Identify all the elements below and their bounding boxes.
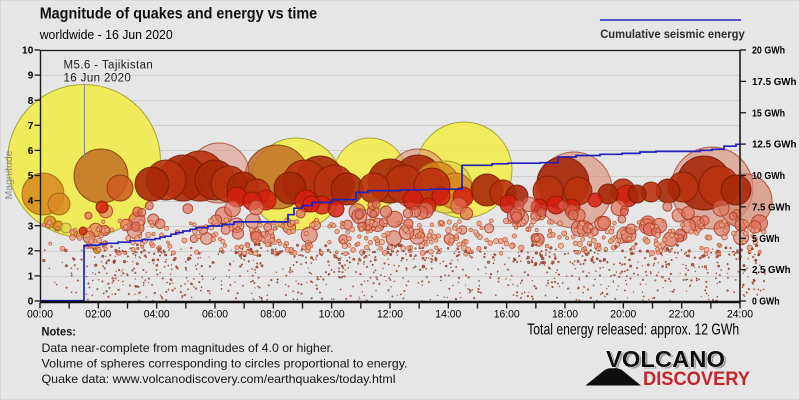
svg-text:24:00: 24:00 [727,309,753,321]
svg-text:08:00: 08:00 [260,309,286,321]
svg-text:Cumulative seismic energy: Cumulative seismic energy [600,27,745,41]
svg-text:6: 6 [28,146,34,157]
svg-text:5 GWh: 5 GWh [752,233,780,245]
svg-text:0: 0 [28,297,34,308]
svg-text:4: 4 [28,196,34,207]
svg-text:2.5 GWh: 2.5 GWh [752,264,791,276]
svg-text:Data near-complete from magnit: Data near-complete from magnitudes of 4.… [42,342,334,355]
svg-text:17.5 GWh: 17.5 GWh [752,76,797,88]
svg-text:1: 1 [28,272,34,283]
svg-text:worldwide - 16 Jun 2020: worldwide - 16 Jun 2020 [39,27,173,42]
svg-text:2: 2 [28,246,34,257]
svg-text:Magnitude of quakes and energy: Magnitude of quakes and energy vs time [40,5,318,22]
svg-text:5: 5 [28,171,34,182]
svg-text:22:00: 22:00 [669,309,695,321]
svg-text:04:00: 04:00 [144,309,170,321]
svg-text:18:00: 18:00 [552,309,578,321]
svg-text:12.5 GWh: 12.5 GWh [752,139,797,151]
svg-text:20 GWh: 20 GWh [752,45,785,57]
svg-text:12:00: 12:00 [377,309,403,321]
svg-text:00:00: 00:00 [27,309,53,321]
svg-text:3: 3 [28,221,34,232]
svg-text:DISCOVERY: DISCOVERY [643,368,750,390]
svg-text:9: 9 [28,71,34,82]
svg-text:10 GWh: 10 GWh [752,170,785,182]
svg-text:Total energy released: approx.: Total energy released: approx. 12 GWh [527,322,739,339]
svg-text:Magnitude: Magnitude [3,150,15,199]
svg-text:VOLCANO: VOLCANO [608,348,727,374]
svg-text:02:00: 02:00 [85,309,111,321]
svg-text:10:00: 10:00 [319,309,345,321]
svg-text:M5.6 - Tajikistan: M5.6 - Tajikistan [64,59,154,71]
svg-text:VOLCANO: VOLCANO [606,346,725,372]
svg-text:Notes:: Notes: [42,326,77,339]
svg-text:7: 7 [28,121,34,132]
svg-text:8: 8 [28,96,34,107]
svg-text:16:00: 16:00 [494,309,520,321]
svg-text:20:00: 20:00 [610,309,636,321]
svg-text:10: 10 [22,46,34,57]
svg-text:15 GWh: 15 GWh [752,107,785,119]
svg-text:Quake data: www.volcanodiscove: Quake data: www.volcanodiscovery.com/ear… [42,373,396,386]
svg-text:16 Jun 2020: 16 Jun 2020 [64,73,132,85]
svg-text:7.5 GWh: 7.5 GWh [752,202,791,214]
svg-text:0 GWh: 0 GWh [752,296,780,308]
svg-text:14:00: 14:00 [435,309,461,321]
svg-text:Volume of spheres correspondin: Volume of spheres corresponding to circl… [42,358,408,371]
svg-text:06:00: 06:00 [202,309,228,321]
